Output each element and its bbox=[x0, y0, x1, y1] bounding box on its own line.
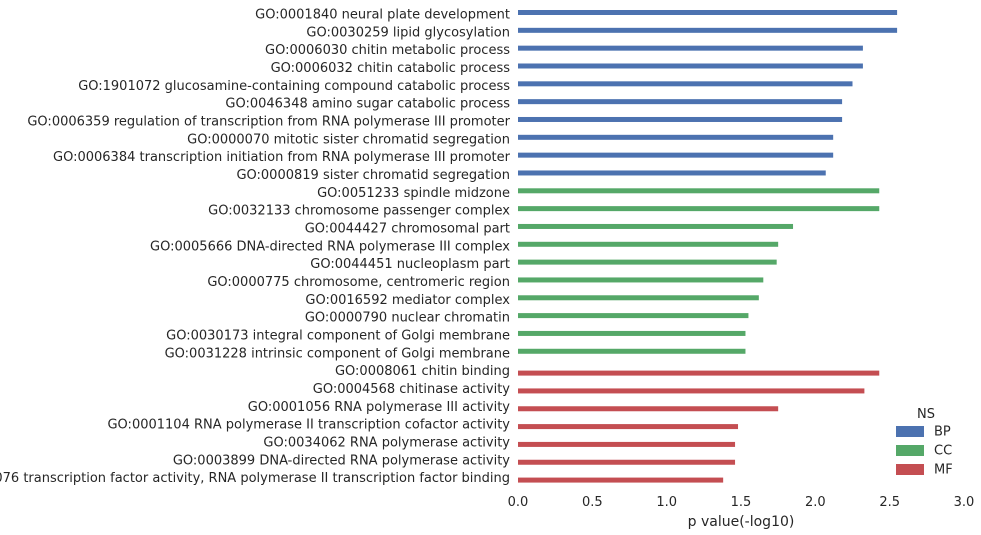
x-axis-title: p value(-log10) bbox=[688, 514, 795, 530]
bar-cc bbox=[518, 259, 777, 265]
category-label: GO:0030259 lipid glycosylation bbox=[306, 25, 510, 40]
bar-bp bbox=[518, 134, 834, 140]
category-label: GO:0044427 chromosomal part bbox=[305, 221, 510, 236]
legend-swatch-cc bbox=[896, 445, 924, 456]
category-label: GO:1901072 glucosamine-containing compou… bbox=[78, 79, 510, 94]
bar-cc bbox=[518, 313, 749, 319]
x-tick-label: 3.0 bbox=[954, 495, 975, 510]
bar-bp bbox=[518, 27, 898, 33]
x-tick-label: 0.5 bbox=[582, 495, 603, 510]
category-label: GO:0046348 amino sugar catabolic process bbox=[225, 97, 510, 112]
category-label: GO:0051233 spindle midzone bbox=[317, 186, 510, 201]
category-label: GO:0031228 intrinsic component of Golgi … bbox=[165, 346, 510, 361]
category-label: GO:0006384 transcription initiation from… bbox=[53, 150, 511, 165]
x-tick-label: 2.5 bbox=[879, 495, 900, 510]
x-tick-label: 1.0 bbox=[656, 495, 677, 510]
x-tick-label: 1.5 bbox=[731, 495, 752, 510]
legend-swatch-bp bbox=[896, 426, 924, 437]
category-labels: GO:0001840 neural plate development GO:00… bbox=[0, 8, 511, 487]
bar-mf bbox=[518, 441, 736, 447]
category-label: GO:0008061 chitin binding bbox=[335, 364, 510, 379]
category-label: GO:0003899 DNA-directed RNA polymerase a… bbox=[173, 453, 510, 468]
bar-bp bbox=[518, 99, 843, 105]
category-label: GO:0030173 integral component of Golgi m… bbox=[166, 328, 510, 343]
legend-label-cc: CC bbox=[934, 444, 952, 459]
legend-label-bp: BP bbox=[934, 425, 951, 440]
category-label: GO:0005666 DNA-directed RNA polymerase I… bbox=[150, 239, 510, 254]
x-tick-label: 0.0 bbox=[508, 495, 529, 510]
category-label: GO:0016592 mediator complex bbox=[305, 293, 510, 308]
legend: NS BP CC MF bbox=[896, 407, 953, 478]
category-label: GO:0000819 sister chromatid segregation bbox=[236, 168, 510, 183]
bar-bp bbox=[518, 152, 834, 158]
category-label: GO:0000070 mitotic sister chromatid segr… bbox=[187, 132, 510, 147]
bar-mf bbox=[518, 388, 865, 394]
bar-bp bbox=[518, 63, 863, 69]
legend-title: NS bbox=[917, 407, 935, 422]
legend-label-mf: MF bbox=[934, 463, 953, 478]
x-axis-ticks: 0.0 0.5 1.0 1.5 2.0 2.5 3.0 bbox=[508, 495, 975, 510]
bar-mf bbox=[518, 477, 724, 483]
bar-cc bbox=[518, 330, 746, 336]
category-label: GO:0001056 RNA polymerase III activity bbox=[248, 400, 511, 415]
category-label: GO:0001076 transcription factor activity… bbox=[0, 471, 510, 486]
bar-bp bbox=[518, 170, 826, 176]
category-label: GO:0000775 chromosome, centromeric regio… bbox=[207, 275, 510, 290]
bar-mf bbox=[518, 370, 880, 376]
bar-cc bbox=[518, 241, 779, 247]
bar-mf bbox=[518, 459, 736, 465]
bar-cc bbox=[518, 206, 880, 212]
category-label: GO:0001104 RNA polymerase II transcripti… bbox=[107, 418, 510, 433]
category-label: GO:0001840 neural plate development bbox=[255, 8, 510, 23]
bar-cc bbox=[518, 277, 764, 283]
bar-cc bbox=[518, 348, 746, 354]
bar-bp bbox=[518, 10, 898, 15]
bar-cc bbox=[518, 188, 880, 194]
bar-cc bbox=[518, 223, 794, 229]
category-label: GO:0034062 RNA polymerase activity bbox=[263, 435, 510, 450]
category-label: GO:0000790 nuclear chromatin bbox=[305, 311, 510, 326]
bar-bp bbox=[518, 45, 863, 51]
category-label: GO:0006030 chitin metabolic process bbox=[265, 43, 510, 58]
bar-cc bbox=[518, 295, 759, 301]
legend-swatch-mf bbox=[896, 464, 924, 475]
bars bbox=[518, 10, 898, 483]
category-label: GO:0006032 chitin catabolic process bbox=[271, 61, 511, 76]
bar-mf bbox=[518, 424, 739, 430]
category-label: GO:0004568 chitinase activity bbox=[313, 382, 511, 397]
bar-mf bbox=[518, 406, 779, 412]
bar-bp bbox=[518, 81, 853, 87]
category-label: GO:0006359 regulation of transcription f… bbox=[27, 114, 510, 129]
category-label: GO:0044451 nucleoplasm part bbox=[310, 257, 510, 272]
category-label: GO:0032133 chromosome passenger complex bbox=[208, 204, 510, 219]
bar-bp bbox=[518, 116, 843, 122]
x-tick-label: 2.0 bbox=[805, 495, 826, 510]
